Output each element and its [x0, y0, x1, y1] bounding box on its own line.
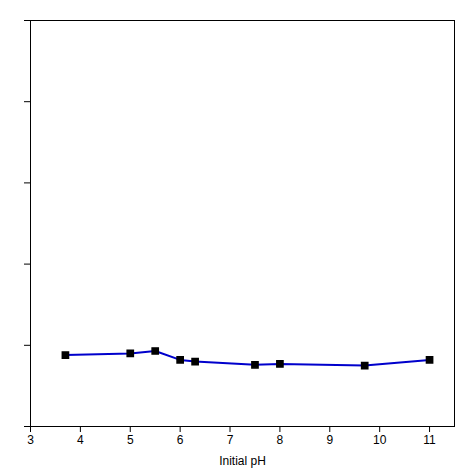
svg-text:5: 5	[127, 433, 134, 447]
svg-text:4: 4	[77, 433, 84, 447]
svg-text:11: 11	[423, 433, 436, 447]
svg-text:9: 9	[326, 433, 333, 447]
svg-text:7: 7	[227, 433, 234, 447]
svg-text:10: 10	[373, 433, 387, 447]
svg-text:Initial pH: Initial pH	[219, 454, 266, 468]
svg-text:6: 6	[177, 433, 184, 447]
svg-text:8: 8	[277, 433, 284, 447]
svg-text:3: 3	[27, 433, 34, 447]
